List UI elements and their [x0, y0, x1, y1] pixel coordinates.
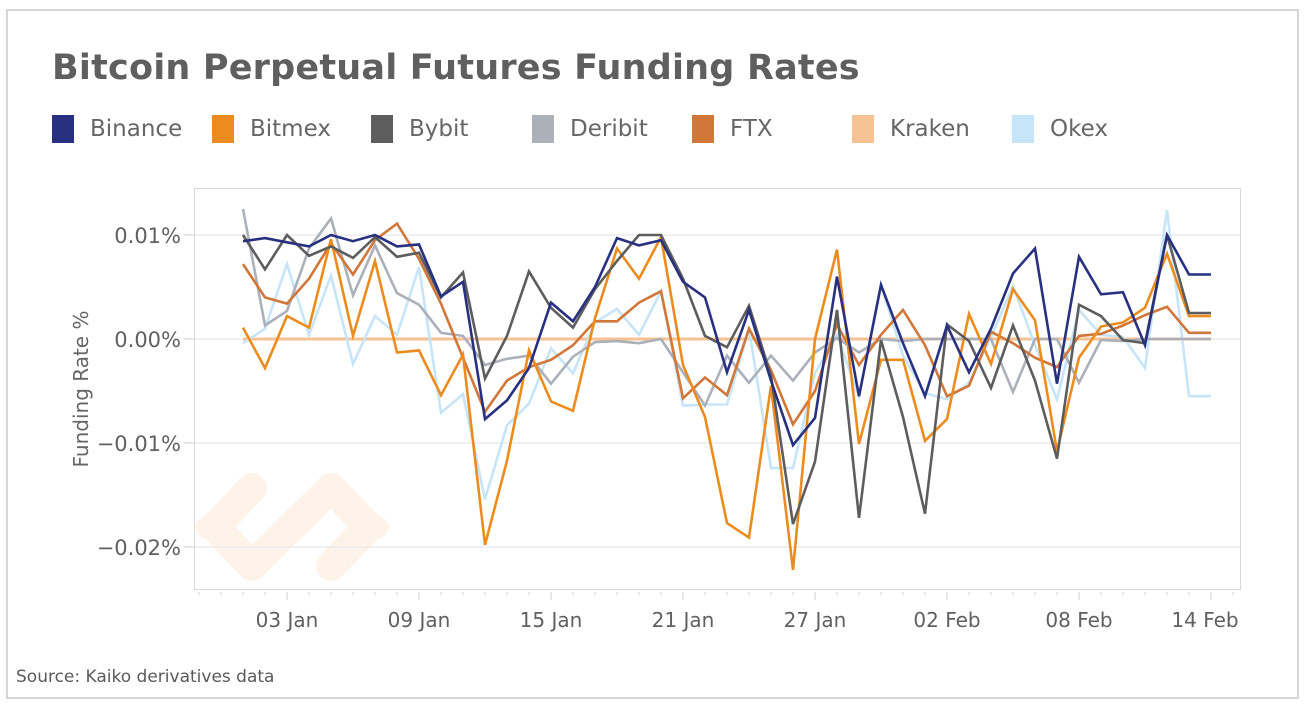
y-tick-label: 0.00% [114, 328, 181, 352]
series-line-bybit [241, 232, 1211, 525]
series-lines [241, 208, 1211, 571]
legend-item-bitmex[interactable]: Bitmex [212, 114, 331, 144]
y-tick-label: 0.01% [114, 224, 181, 248]
x-tick-label: 21 Jan [652, 608, 715, 632]
legend-swatch-deribit [532, 115, 554, 143]
legend-item-okex[interactable]: Okex [1012, 114, 1108, 144]
legend-item-deribit[interactable]: Deribit [532, 114, 648, 144]
legend-swatch-bitmex [212, 115, 234, 143]
series-line-bitmex [241, 233, 1211, 571]
chart-title: Bitcoin Perpetual Futures Funding Rates [52, 48, 860, 88]
x-tick-label: 14 Feb [1171, 608, 1238, 632]
series-line-binance [242, 231, 1211, 448]
legend-label-okex: Okex [1050, 116, 1108, 142]
legend-item-kraken[interactable]: Kraken [852, 114, 970, 144]
x-tick-label: 08 Feb [1045, 608, 1112, 632]
x-tick-label: 09 Jan [388, 608, 451, 632]
x-tick-label: 15 Jan [520, 608, 583, 632]
x-tick-label: 03 Jan [256, 608, 319, 632]
x-axis: 03 Jan 09 Jan 15 Jan 21 Jan 27 Jan 02 Feb 08 F… [198, 592, 1239, 632]
legend-item-bybit[interactable]: Bybit [371, 114, 468, 144]
legend-label-bitmex: Bitmex [250, 116, 331, 142]
legend-label-ftx: FTX [730, 116, 773, 142]
kaiko-watermark-logo [194, 473, 390, 581]
legend-label-deribit: Deribit [570, 116, 648, 142]
y-tick-label: −0.01% [97, 432, 181, 456]
y-tick-label: −0.02% [97, 536, 181, 560]
series-line-ftx [241, 221, 1211, 428]
legend-label-binance: Binance [90, 116, 183, 142]
x-tick-label: 27 Jan [784, 608, 847, 632]
legend-item-binance[interactable]: Binance [52, 114, 182, 144]
legend-swatch-kraken [852, 115, 874, 143]
legend-label-bybit: Bybit [409, 116, 469, 142]
legend-swatch-bybit [371, 115, 393, 143]
legend: Binance Bitmex Bybit Deribit FTX Kraken … [52, 114, 1252, 144]
plot-area-border [194, 188, 1241, 590]
legend-swatch-binance [52, 115, 74, 143]
x-tick-label: 02 Feb [913, 608, 980, 632]
source-note: Source: Kaiko derivatives data [16, 667, 275, 687]
legend-swatch-ftx [692, 115, 714, 143]
y-axis-label: Funding Rate % [69, 311, 93, 468]
y-axis: 0.01% 0.00% −0.01% −0.02% [97, 224, 194, 560]
legend-label-kraken: Kraken [890, 116, 970, 142]
series-line-okex [242, 209, 1211, 500]
legend-item-ftx[interactable]: FTX [692, 114, 773, 144]
legend-swatch-okex [1012, 115, 1034, 143]
